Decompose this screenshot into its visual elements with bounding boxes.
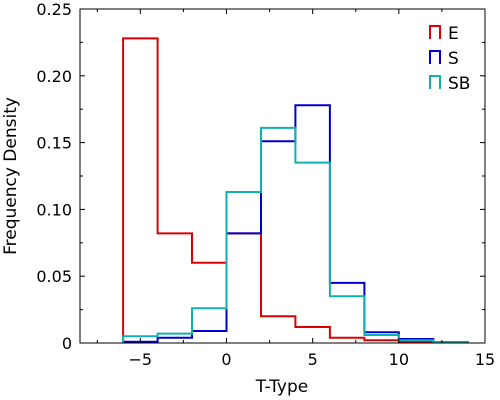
series-e-outline <box>122 37 469 344</box>
legend-swatch-sb <box>429 75 441 89</box>
legend-swatch-e <box>429 25 441 39</box>
x-tick-label: 0 <box>221 350 231 369</box>
y-axis: 0 0.05 0.10 0.15 0.20 0.25 <box>36 0 485 353</box>
y-tick-label: 0 <box>62 334 72 353</box>
y-tick-label: 0.25 <box>36 0 72 19</box>
plot-area <box>80 9 485 343</box>
series-s-outline <box>122 104 469 344</box>
legend: ES SB <box>429 24 470 94</box>
legend-label-s: S <box>448 49 459 69</box>
y-tick-label: 0.05 <box>36 267 72 286</box>
x-axis-label: T-Type <box>255 377 308 397</box>
x-tick-label: 10 <box>389 350 409 369</box>
y-tick-label: 0.10 <box>36 200 72 219</box>
series-sb-outline <box>122 126 469 344</box>
legend-label-sb: SB <box>448 74 470 94</box>
legend-swatch-s <box>429 50 441 64</box>
series-layer <box>122 37 469 344</box>
y-tick-label: 0.15 <box>36 134 72 153</box>
x-axis: −5 0 5 10 15 <box>96 9 495 369</box>
x-tick-label: 15 <box>475 350 495 369</box>
legend-label-e: E <box>448 24 459 44</box>
y-tick-label: 0.20 <box>36 67 72 86</box>
x-tick-label: −5 <box>129 350 153 369</box>
y-axis-label: Frequency Density <box>1 97 21 255</box>
x-tick-label: 5 <box>308 350 318 369</box>
